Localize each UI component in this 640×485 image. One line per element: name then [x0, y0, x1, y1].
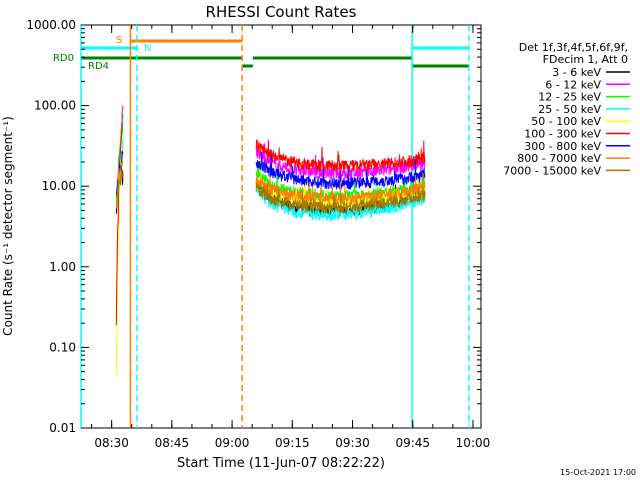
x-tick-label: 10:00: [456, 436, 491, 450]
flag-label-rd0: RD0: [53, 53, 74, 64]
x-axis-ticks: 08:30 08:45 09:00 09:15 09:30 09:45 10:00: [91, 25, 491, 450]
y-tick-label: 0.01: [49, 421, 76, 435]
x-tick-label: 08:45: [155, 436, 190, 450]
y-axis-label: Count Rate (s⁻¹ detector segment⁻¹): [1, 116, 15, 336]
footer-date: 15-Oct-2021 17:00: [560, 468, 636, 477]
legend-entry-label: 6 - 12 keV: [545, 78, 601, 91]
legend-entry-label: 300 - 800 keV: [524, 140, 601, 153]
legend-entry-label: 800 - 7000 keV: [517, 152, 601, 165]
x-axis-label: Start Time (11-Jun-07 08:22:22): [177, 456, 385, 471]
x-tick-label: 09:45: [395, 436, 430, 450]
flag-label-n: N: [144, 43, 151, 54]
y-axis-ticks: 0.01 0.10 1.00 10.00 100.00 1000.00: [26, 18, 481, 435]
x-tick-label: 09:00: [215, 436, 250, 450]
legend-entry-label: 25 - 50 keV: [538, 103, 601, 116]
y-tick-label: 1.00: [49, 260, 76, 274]
y-tick-label: 1000.00: [26, 18, 76, 32]
x-tick-label: 09:30: [335, 436, 370, 450]
x-tick-label: 09:15: [275, 436, 310, 450]
y-tick-label: 0.10: [49, 340, 76, 354]
flag-bars-group: S N RD0 RD4: [53, 35, 469, 72]
legend: Det 1f,3f,4f,5f,6f,9f,FDecim 1, Att 03 -…: [503, 41, 630, 177]
y-tick-label: 100.00: [34, 99, 76, 113]
flag-label-rd4: RD4: [88, 61, 109, 72]
flag-label-s: S: [116, 35, 122, 46]
chart-title: RHESSI Count Rates: [206, 3, 357, 21]
series-line: [255, 151, 426, 191]
legend-header-line: FDecim 1, Att 0: [543, 53, 628, 66]
legend-entry-label: 12 - 25 keV: [538, 91, 601, 104]
legend-header-line: Det 1f,3f,4f,5f,6f,9f,: [519, 41, 628, 54]
series-line: [255, 139, 426, 173]
vertical-lines-group: [80, 25, 470, 428]
y-tick-label: 10.00: [42, 179, 76, 193]
legend-entry-label: 7000 - 15000 keV: [503, 164, 601, 177]
legend-entry-label: 50 - 100 keV: [531, 115, 601, 128]
series-line: [255, 172, 426, 206]
legend-entry-label: 100 - 300 keV: [524, 128, 601, 141]
series-burst-line: [115, 150, 124, 196]
series-group: [115, 105, 426, 376]
series-line: [255, 182, 426, 215]
series-burst-line: [115, 171, 124, 202]
x-tick-label: 08:30: [94, 436, 129, 450]
series-burst-line: [115, 161, 124, 209]
legend-entry-label: 3 - 6 keV: [552, 66, 601, 79]
